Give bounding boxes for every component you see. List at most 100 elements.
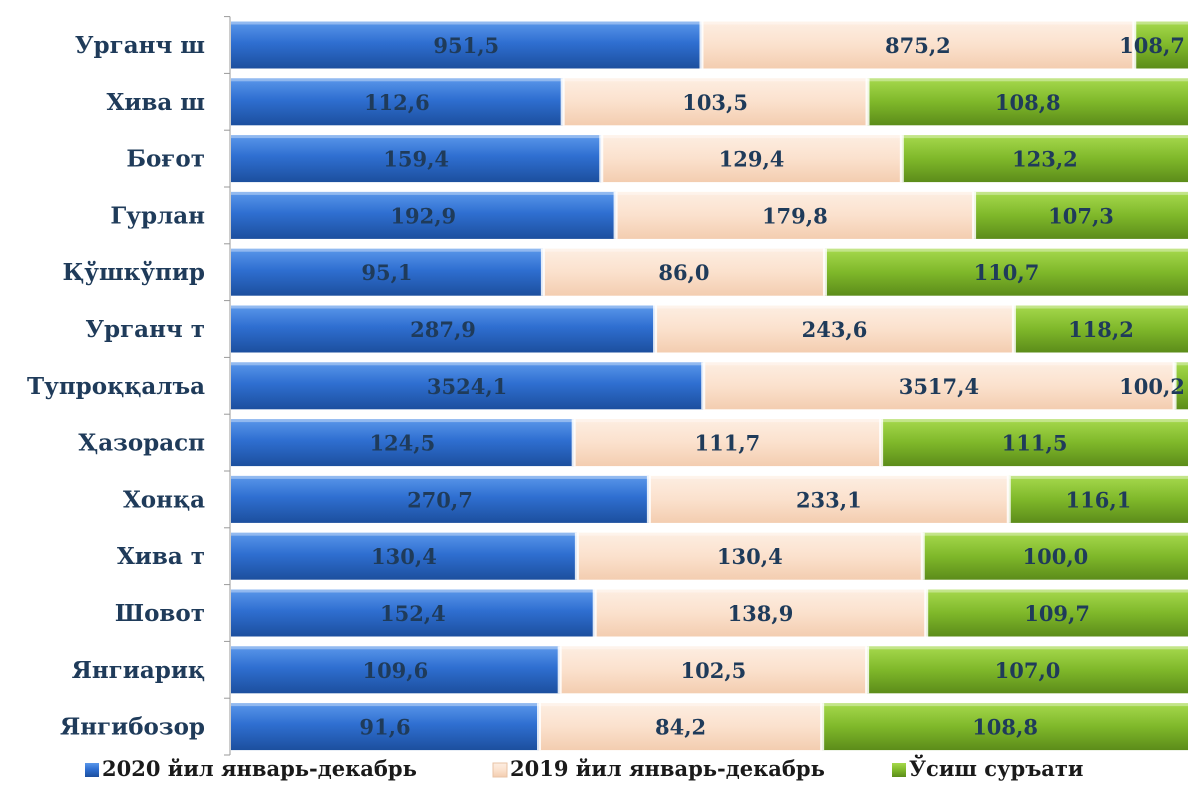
segment-separator bbox=[1011, 305, 1016, 353]
bar-segment-series-1 bbox=[231, 703, 540, 751]
data-label-series-3: 107,0 bbox=[995, 658, 1061, 683]
bar-highlight bbox=[594, 589, 927, 593]
bar-segment-series-1 bbox=[231, 475, 649, 523]
bar-segment-series-2 bbox=[655, 305, 1014, 353]
segment-separator bbox=[1172, 362, 1177, 410]
bar-highlight bbox=[231, 135, 602, 139]
category-label: Қўшкўпир bbox=[62, 259, 205, 286]
segment-separator bbox=[540, 248, 545, 296]
legend-label: 2019 йил январь-декабрь bbox=[510, 756, 825, 781]
data-label-series-2: 84,2 bbox=[655, 715, 706, 740]
bar-highlight bbox=[562, 78, 868, 82]
bar-segment-series-3 bbox=[901, 135, 1188, 183]
data-label-series-2: 138,9 bbox=[728, 601, 794, 626]
bar-highlight bbox=[231, 646, 560, 650]
bar-highlight bbox=[573, 419, 882, 423]
data-label-series-2: 179,8 bbox=[762, 203, 828, 228]
segment-separator bbox=[920, 532, 925, 580]
bar-segment-series-1 bbox=[231, 78, 563, 126]
bar-highlight bbox=[231, 703, 540, 707]
bar-segment-series-1 bbox=[231, 646, 560, 694]
data-label-series-2: 875,2 bbox=[885, 33, 951, 58]
segment-separator bbox=[879, 419, 884, 467]
category-label: Хива ш bbox=[106, 89, 205, 116]
data-label-series-3: 118,2 bbox=[1068, 317, 1134, 342]
segment-separator bbox=[1006, 475, 1011, 523]
data-label-series-1: 159,4 bbox=[383, 147, 449, 172]
bar-segment-series-2 bbox=[539, 703, 823, 751]
data-label-series-1: 124,5 bbox=[369, 431, 435, 456]
data-label-series-1: 91,6 bbox=[359, 715, 410, 740]
bar-highlight bbox=[701, 21, 1135, 25]
bar-segment-series-3 bbox=[926, 589, 1188, 637]
category-label: Ҳазорасп bbox=[78, 430, 205, 457]
bar-highlight bbox=[231, 419, 574, 423]
bar-segment-series-1 bbox=[231, 589, 595, 637]
bar-highlight bbox=[576, 532, 923, 536]
bar-highlight bbox=[231, 305, 656, 309]
category-label: Урганч т bbox=[85, 316, 205, 343]
bar-segment-series-2 bbox=[594, 589, 927, 637]
bar-highlight bbox=[231, 475, 649, 479]
bar-segment-series-3 bbox=[867, 78, 1188, 126]
data-label-series-3: 109,7 bbox=[1024, 601, 1090, 626]
bar-highlight bbox=[1008, 475, 1188, 479]
segment-separator bbox=[865, 78, 870, 126]
category-label: Хонқа bbox=[123, 486, 205, 513]
bar-segment-series-3 bbox=[1008, 475, 1188, 523]
segment-separator bbox=[865, 646, 870, 694]
data-label-series-2: 103,5 bbox=[682, 90, 748, 115]
data-label-series-1: 3524,1 bbox=[427, 374, 507, 399]
data-label-series-2: 86,0 bbox=[658, 260, 709, 285]
bar-highlight bbox=[901, 135, 1188, 139]
bar-segment-series-2 bbox=[701, 21, 1135, 69]
bar-segment-series-3 bbox=[922, 532, 1188, 580]
segment-separator bbox=[1132, 21, 1137, 69]
bar-highlight bbox=[922, 532, 1188, 536]
category-label: Шовот bbox=[115, 600, 205, 627]
data-label-series-3: 100,2 bbox=[1119, 374, 1185, 399]
bar-segment-series-1 bbox=[231, 21, 702, 69]
segment-separator bbox=[537, 703, 542, 751]
bar-segment-series-1 bbox=[231, 305, 656, 353]
bar-highlight bbox=[601, 135, 902, 139]
category-label: Боғот bbox=[126, 146, 205, 173]
bar-segment-series-1 bbox=[231, 191, 616, 239]
bar-highlight bbox=[231, 248, 543, 252]
category-label: Урганч ш bbox=[75, 32, 205, 59]
bar-highlight bbox=[867, 78, 1188, 82]
data-label-series-2: 243,6 bbox=[802, 317, 868, 342]
bar-highlight bbox=[1134, 21, 1188, 25]
segment-separator bbox=[613, 191, 618, 239]
data-label-series-2: 130,4 bbox=[717, 544, 783, 569]
bar-highlight bbox=[615, 191, 975, 195]
bar-segment-series-2 bbox=[542, 248, 825, 296]
data-label-series-3: 110,7 bbox=[974, 260, 1040, 285]
data-label-series-1: 95,1 bbox=[361, 260, 412, 285]
data-label-series-2: 111,7 bbox=[695, 431, 761, 456]
bar-segment-series-3 bbox=[867, 646, 1188, 694]
data-label-series-1: 152,4 bbox=[380, 601, 446, 626]
legend: 2020 йил январь-декабрь 2019 йил январь-д… bbox=[85, 755, 1084, 781]
category-label: Гурлан bbox=[110, 202, 205, 229]
segment-separator bbox=[820, 703, 825, 751]
labels-layer: Урганч ш 951,5 875,2 108,7 Хива ш 112,6 103,5 1… bbox=[27, 32, 1185, 741]
bar-segment-series-3 bbox=[1013, 305, 1188, 353]
segment-separator bbox=[653, 305, 658, 353]
data-label-series-2: 3517,4 bbox=[899, 374, 979, 399]
bar-segment-series-2 bbox=[648, 475, 1009, 523]
bar-highlight bbox=[648, 475, 1009, 479]
bar-segment-series-3 bbox=[1174, 362, 1188, 410]
bar-highlight bbox=[822, 703, 1188, 707]
data-label-series-2: 102,5 bbox=[681, 658, 747, 683]
data-label-series-3: 107,3 bbox=[1048, 203, 1114, 228]
data-label-series-1: 192,9 bbox=[390, 203, 456, 228]
bar-segment-series-2 bbox=[615, 191, 975, 239]
data-label-series-1: 287,9 bbox=[410, 317, 476, 342]
bar-highlight bbox=[542, 248, 825, 252]
segment-separator bbox=[822, 248, 827, 296]
bar-segment-series-2 bbox=[576, 532, 923, 580]
data-label-series-1: 112,6 bbox=[364, 90, 430, 115]
bar-highlight bbox=[231, 78, 563, 82]
segment-separator bbox=[571, 419, 576, 467]
